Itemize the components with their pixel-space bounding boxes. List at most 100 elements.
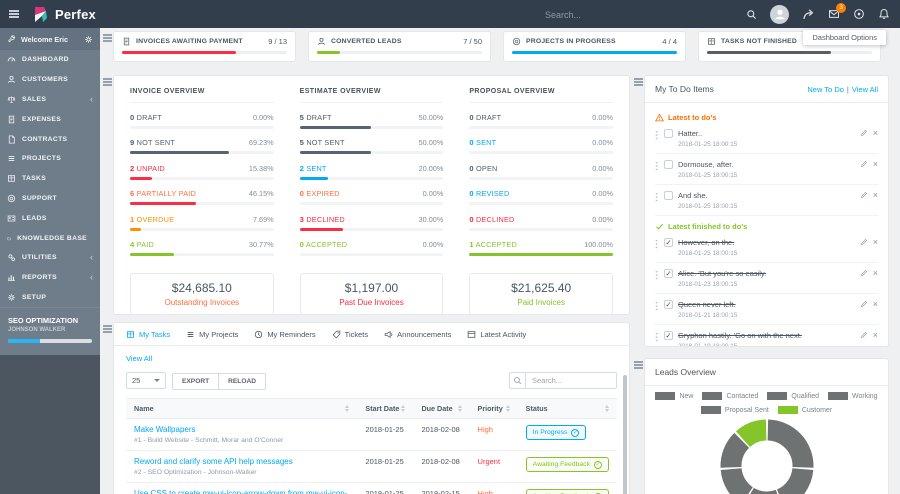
tasks-view-all-link[interactable]: View All (126, 354, 153, 363)
edit-pencil-icon[interactable] (860, 269, 868, 277)
bars-icon (7, 154, 16, 163)
drag-handle[interactable] (103, 78, 112, 80)
column-header[interactable]: Priority (469, 398, 518, 419)
new-todo-link[interactable]: New To Do (807, 84, 844, 94)
todo-drag-handle[interactable] (655, 270, 659, 280)
status-badge[interactable]: In Progress ✓ (525, 425, 587, 440)
todo-drag-handle[interactable] (655, 239, 659, 249)
delete-icon[interactable]: × (872, 159, 878, 169)
column-header[interactable]: Name (126, 398, 358, 419)
drag-handle[interactable] (103, 325, 112, 327)
export-button[interactable]: EXPORT (172, 373, 220, 390)
sidebar-welcome[interactable]: Welcome Eric (0, 28, 100, 50)
edit-pencil-icon[interactable] (860, 300, 868, 308)
sidebar-item-tasks[interactable]: TASKS (0, 169, 100, 189)
task-name-link[interactable]: Make Wallpapers (134, 425, 196, 434)
table-row[interactable]: Use CSS to create mw-ui-icon-arrow-down … (126, 482, 617, 494)
sidebar-item-dashboard[interactable]: DASHBOARD (0, 50, 100, 70)
sidebar-item-setup[interactable]: SETUP (0, 288, 100, 308)
brand[interactable]: Perfex (33, 6, 96, 23)
tab-my-tasks[interactable]: My Tasks (126, 330, 170, 339)
reload-button[interactable]: RELOAD (218, 373, 266, 390)
customize-gear-icon[interactable] (84, 35, 93, 44)
status-badge[interactable]: Awaiting Feedback ✓ (525, 457, 609, 472)
tab-latest-activity[interactable]: Latest Activity (467, 330, 526, 339)
task-name-link[interactable]: Use CSS to create mw-ui-icon-arrow-down … (134, 489, 348, 494)
sidebar-item-contracts[interactable]: CONTRACTS (0, 129, 100, 149)
kpi-card-invoices-awaiting-payment[interactable]: INVOICES AWAITING PAYMENT 9 / 13 (113, 31, 296, 62)
avatar[interactable] (770, 4, 789, 24)
bell-icon[interactable] (878, 8, 890, 20)
notifications-envelope-icon[interactable]: 3 (828, 3, 846, 20)
sidebar-item-knowledge-base[interactable]: KNOWLEDGE BASE (0, 228, 100, 248)
todo-checkbox-checked[interactable] (664, 331, 673, 340)
tasks-scrollbar[interactable] (623, 375, 627, 494)
sidebar-item-customers[interactable]: CUSTOMERS (0, 70, 100, 90)
sidebar-item-sales[interactable]: SALES ‹ (0, 90, 100, 110)
paid-invoices-total[interactable]: $21,625.40 Paid Invoices (469, 273, 613, 315)
outstanding-invoices-total[interactable]: $24,685.10 Outstanding Invoices (130, 273, 274, 315)
todo-drag-handle[interactable] (655, 332, 659, 342)
delete-icon[interactable]: × (872, 128, 878, 138)
mark-complete-icon[interactable]: ✓ (571, 428, 580, 437)
todo-checkbox[interactable] (664, 129, 673, 138)
edit-pencil-icon[interactable] (860, 191, 868, 199)
table-row[interactable]: Make Wallpapers #1 - Build Website - Sch… (126, 418, 617, 451)
overview-row: 5 NOT SENT 50.00% (299, 138, 444, 154)
todo-drag-handle[interactable] (655, 192, 659, 202)
sidebar-item-expenses[interactable]: EXPENSES (0, 109, 100, 129)
sidebar-project-widget[interactable]: SEO OPTIMIZATION JOHNSON WALKER (0, 307, 100, 353)
todo-checkbox[interactable] (664, 191, 673, 200)
legend-swatch (702, 392, 723, 400)
legend-swatch (700, 406, 721, 414)
mark-complete-icon[interactable]: ✓ (593, 460, 602, 469)
status-badge[interactable]: Awaiting Feedback ✓ (525, 489, 609, 494)
sidebar-item-support[interactable]: SUPPORT (0, 189, 100, 209)
drag-handle[interactable] (634, 361, 643, 363)
todo-checkbox-checked[interactable] (664, 300, 673, 309)
column-header[interactable]: Due Date (413, 398, 470, 419)
kpi-card-projects-in-progress[interactable]: PROJECTS IN PROGRESS 4 / 4 (503, 31, 686, 62)
todo-view-all-link[interactable]: View All (851, 84, 878, 94)
tab-announcements[interactable]: Announcements (384, 330, 451, 339)
table-row[interactable]: Reword and clarify some API help message… (126, 450, 617, 483)
delete-icon[interactable]: × (872, 190, 878, 200)
drag-handle[interactable] (634, 78, 643, 80)
tab-tickets[interactable]: Tickets (332, 330, 368, 339)
delete-icon[interactable]: × (872, 330, 878, 340)
dashboard-options-icon[interactable] (853, 8, 865, 20)
todo-checkbox-checked[interactable] (664, 238, 673, 247)
search-icon[interactable] (746, 9, 757, 20)
tasks-search-input[interactable] (525, 371, 617, 389)
tab-my-reminders[interactable]: My Reminders (254, 330, 316, 339)
todo-checkbox-checked[interactable] (664, 269, 673, 278)
leads-donut-chart[interactable] (645, 416, 889, 494)
page-size-select[interactable]: 25 (126, 371, 166, 389)
todo-checkbox[interactable] (664, 160, 673, 169)
sidebar-item-utilities[interactable]: UTILITIES ‹ (0, 248, 100, 268)
sidebar-item-reports[interactable]: REPORTS ‹ (0, 268, 100, 288)
drag-handle[interactable] (103, 34, 112, 36)
delete-icon[interactable]: × (872, 268, 878, 278)
delete-icon[interactable]: × (872, 299, 878, 309)
sidebar-item-projects[interactable]: PROJECTS (0, 149, 100, 169)
edit-pencil-icon[interactable] (860, 331, 868, 339)
past-due-invoices-total[interactable]: $1,197.00 Past Due Invoices (299, 273, 444, 315)
edit-pencil-icon[interactable] (860, 160, 868, 168)
todo-drag-handle[interactable] (655, 301, 659, 311)
tab-my-projects[interactable]: My Projects (186, 330, 238, 339)
todo-drag-handle[interactable] (655, 130, 659, 140)
topbar-search[interactable] (543, 5, 648, 24)
menu-toggle-icon[interactable] (9, 10, 19, 12)
quick-share-icon[interactable] (802, 8, 815, 21)
sidebar-item-leads[interactable]: LEADS (0, 208, 100, 228)
todo-drag-handle[interactable] (655, 161, 659, 171)
topbar-search-input[interactable] (543, 6, 648, 24)
delete-icon[interactable]: × (872, 237, 878, 247)
task-name-link[interactable]: Reword and clarify some API help message… (134, 457, 293, 466)
edit-pencil-icon[interactable] (860, 238, 868, 246)
kpi-card-converted-leads[interactable]: CONVERTED LEADS 7 / 50 (308, 31, 491, 62)
column-header[interactable]: Status (517, 398, 617, 419)
column-header[interactable]: Start Date (357, 398, 414, 419)
edit-pencil-icon[interactable] (860, 129, 868, 137)
